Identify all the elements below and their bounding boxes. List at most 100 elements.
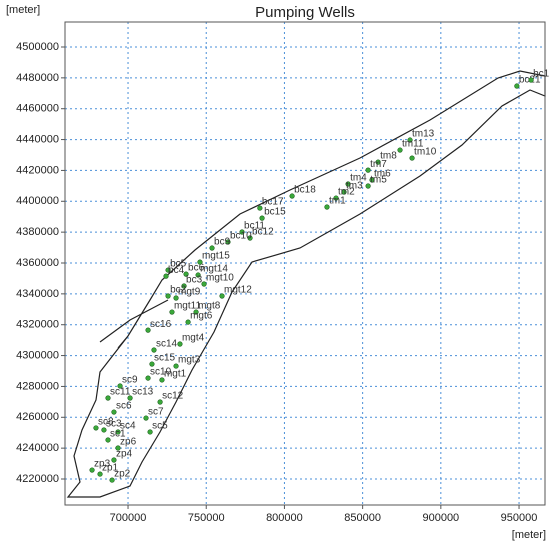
well-point: [147, 429, 153, 435]
well-point: [127, 395, 133, 401]
well-point: [111, 409, 117, 415]
well-point: [145, 327, 151, 333]
well-label: sc9: [122, 375, 138, 386]
well-label: tm4: [350, 173, 367, 184]
well-point: [93, 425, 99, 431]
well-label: sc6: [116, 401, 132, 412]
well-label: sc1: [110, 429, 126, 440]
well-point: [101, 427, 107, 433]
well-label: mgt4: [182, 333, 205, 344]
y-tick-label: 4240000: [16, 442, 59, 454]
well-label: sc5: [152, 421, 168, 432]
well-point: [117, 383, 123, 389]
well-point: [369, 177, 375, 183]
well-point: [169, 309, 175, 315]
y-tick-label: 4220000: [16, 473, 59, 485]
x-tick-label: 700000: [110, 512, 147, 524]
well-point: [143, 415, 149, 421]
well-point: [111, 457, 117, 463]
well-label: tm3: [346, 181, 363, 192]
well-point: [407, 137, 413, 143]
well-label: zp6: [120, 437, 137, 448]
well-label: sc4: [120, 421, 136, 432]
well-label: mgt1: [164, 369, 187, 380]
well-label: bc10: [230, 231, 252, 242]
well-point: [181, 283, 187, 289]
well-point: [201, 281, 207, 287]
well-label: bc12: [252, 227, 274, 238]
well-label: tm1: [329, 196, 346, 207]
y-tick-label: 4500000: [16, 41, 59, 53]
x-tick-label: 900000: [422, 512, 459, 524]
x-tick-label: 850000: [344, 512, 381, 524]
well-label: zp1: [102, 463, 119, 474]
y-tick-label: 4440000: [16, 133, 59, 145]
well-point: [97, 471, 103, 477]
y-tick-label: 4400000: [16, 195, 59, 207]
well-label: mgt3: [178, 355, 201, 366]
well-point: [225, 239, 231, 245]
well-point: [105, 437, 111, 443]
well-point: [149, 361, 155, 367]
y-axis-label: [meter]: [6, 4, 40, 16]
well-point: [341, 189, 347, 195]
y-tick-label: 4420000: [16, 164, 59, 176]
y-tick-label: 4360000: [16, 257, 59, 269]
y-tick-label: 4280000: [16, 380, 59, 392]
well-point: [115, 429, 121, 435]
well-label: mgt10: [206, 273, 234, 284]
y-tick-label: 4380000: [16, 226, 59, 238]
well-label: zp2: [114, 469, 131, 480]
well-label: bc1: [533, 69, 550, 80]
y-tick-label: 4300000: [16, 349, 59, 361]
well-label: sc7: [148, 407, 164, 418]
well-point: [289, 193, 295, 199]
well-label: sc11: [110, 387, 131, 398]
well-point: [397, 147, 403, 153]
well-label: mgt12: [224, 285, 252, 296]
well-label: tm8: [380, 151, 397, 162]
well-point: [514, 83, 520, 89]
well-point: [145, 375, 151, 381]
well-point: [193, 309, 199, 315]
well-point: [163, 273, 169, 279]
well-label: bc3: [186, 275, 203, 286]
well-point: [257, 205, 263, 211]
well-point: [173, 363, 179, 369]
well-point: [345, 181, 351, 187]
well-label: tm10: [414, 147, 437, 158]
well-label: sc12: [162, 391, 184, 402]
well-point: [365, 167, 371, 173]
well-label: mgt6: [190, 311, 213, 322]
well-label: bc4: [168, 265, 185, 276]
well-point: [409, 155, 415, 161]
well-label: sc10: [150, 367, 172, 378]
plot-frame: [64, 21, 546, 506]
well-label: bc2: [170, 285, 187, 296]
x-tick-label: 950000: [501, 512, 538, 524]
well-point: [197, 259, 203, 265]
well-point: [105, 395, 111, 401]
y-tick-label: 4460000: [16, 103, 59, 115]
well-label: sc14: [156, 339, 178, 350]
well-label: tm2: [338, 187, 355, 198]
x-tick-label: 800000: [266, 512, 303, 524]
well-label: sc16: [150, 319, 172, 330]
y-tick-label: 4320000: [16, 319, 59, 331]
grid: [65, 22, 545, 505]
well-point: [89, 467, 95, 473]
well-point: [157, 399, 163, 405]
well-label: bc9: [214, 237, 231, 248]
well-label: mgt9: [178, 287, 201, 298]
well-label: mgt15: [202, 251, 230, 262]
well-point: [195, 272, 201, 278]
well-point: [259, 215, 265, 221]
well-point: [151, 347, 157, 353]
well-point: [165, 267, 171, 273]
well-point: [324, 204, 330, 210]
well-point: [165, 293, 171, 299]
well-point: [333, 195, 339, 201]
well-point: [209, 245, 215, 251]
